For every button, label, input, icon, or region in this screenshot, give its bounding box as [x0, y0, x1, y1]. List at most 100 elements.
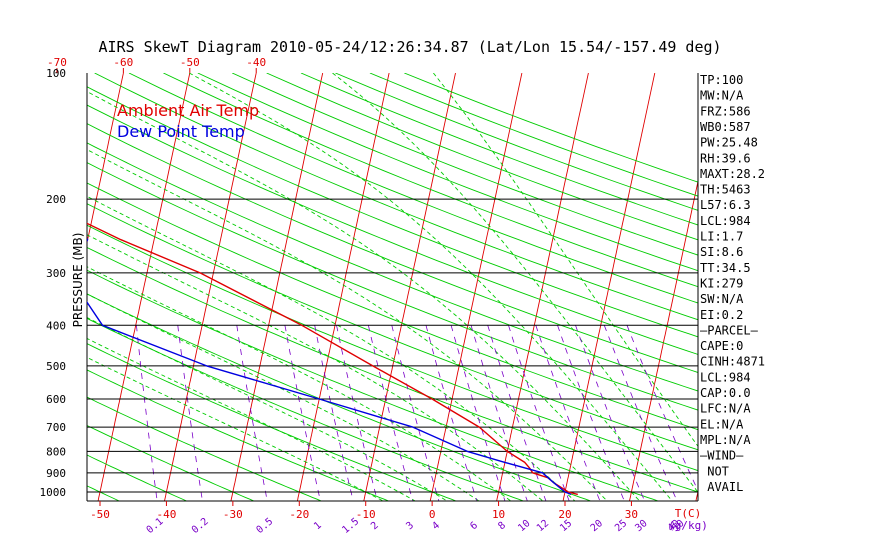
chart-title: AIRS SkewT Diagram 2010-05-24/12:26:34.8…	[98, 38, 721, 56]
mixing-ratio-tick-label: 8	[496, 520, 508, 532]
dry-adiabat-line	[87, 224, 698, 472]
y-axis-label: PRESSURE (MB)	[71, 233, 85, 328]
pressure-tick-label: 600	[46, 393, 66, 406]
index-value: CAPE:0	[700, 339, 743, 353]
top-temp-tick-label: -70	[47, 56, 67, 69]
index-value: EL:N/A	[700, 417, 744, 431]
dry-adiabat-line	[87, 485, 121, 501]
index-value: —WIND—	[700, 449, 744, 463]
pressure-tick-label: 500	[46, 360, 66, 373]
dry-adiabat-line	[87, 269, 660, 501]
mixing-ratio-line	[508, 325, 570, 501]
index-value: TH:5463	[700, 183, 751, 197]
dry-adiabat-line	[87, 86, 698, 338]
index-value: SI:8.6	[700, 245, 743, 259]
top-temp-tick-label: -60	[113, 56, 133, 69]
moist-adiabat-line	[87, 356, 385, 501]
dry-adiabat-line	[404, 73, 698, 183]
isotherm-line	[0, 73, 57, 503]
dry-adiabat-line	[87, 142, 698, 392]
index-value: EI:0.2	[700, 308, 743, 322]
dry-adiabat-line	[94, 73, 698, 321]
bottom-temp-tick-label: -50	[90, 508, 110, 521]
index-value: AVAIL	[700, 480, 743, 494]
moist-adiabat-line	[433, 73, 698, 448]
bottom-temp-tick-label: 10	[492, 508, 505, 521]
dry-adiabat-line	[300, 73, 698, 226]
mixing-ratio-tick-label: 10	[516, 518, 532, 534]
pressure-tick-label: 400	[46, 319, 66, 332]
mixing-ratio-line	[136, 325, 158, 501]
mixing-ratio-line	[284, 325, 321, 501]
bottom-temp-tick-label: -30	[223, 508, 243, 521]
dry-adiabat-line	[87, 104, 698, 355]
mixing-ratio-unit: (g/kg)	[668, 519, 708, 532]
pressure-tick-label: 200	[46, 193, 66, 206]
index-value: CINH:4871	[700, 355, 765, 369]
bottom-temp-tick-label: 20	[558, 508, 571, 521]
index-value: RH:39.6	[700, 151, 751, 165]
index-value: MW:N/A	[700, 89, 744, 103]
dry-adiabat-line	[197, 73, 698, 272]
index-value: FRZ:586	[700, 104, 751, 118]
mixing-ratio-line	[391, 325, 440, 501]
index-value: TT:34.5	[700, 261, 751, 275]
mixing-ratio-line	[314, 325, 354, 501]
mixing-ratio-tick-label: 2	[369, 520, 381, 532]
mixing-ratio-line	[425, 325, 478, 501]
index-value: L57:6.3	[700, 198, 751, 212]
mixing-ratio-tick-label: 1	[312, 520, 324, 532]
dry-adiabat-line	[87, 182, 698, 431]
bottom-temp-tick-label: -10	[356, 508, 376, 521]
dry-adiabat-line	[232, 73, 698, 256]
dry-adiabat-line	[87, 123, 698, 373]
bottom-temp-tick-label: -20	[289, 508, 309, 521]
pressure-axis: 100 200 300 400 500 600 700 800 900 1000	[40, 67, 67, 499]
top-temp-tick-label: -40	[246, 56, 266, 69]
pressure-tick-label: 900	[46, 467, 66, 480]
index-value: CAP:0.0	[700, 386, 751, 400]
legend-entry-ambient-air-temp: Ambient Air Temp	[117, 101, 259, 120]
mixing-ratio-line	[603, 325, 678, 501]
pressure-tick-label: 100	[46, 67, 66, 80]
dew-point-temp-line	[87, 237, 572, 496]
mixing-ratio-tick-label: 4	[430, 520, 442, 532]
index-value: MPL:N/A	[700, 433, 751, 447]
index-value: LI:1.7	[700, 230, 743, 244]
x-axis-label: T(C)	[675, 507, 702, 520]
mixing-ratio-tick-label: 0.5	[254, 516, 275, 536]
mixing-ratio-line	[368, 325, 414, 501]
index-value: PW:25.48	[700, 136, 758, 150]
mixing-ratio-line	[626, 325, 698, 492]
index-value: LCL:984	[700, 214, 751, 228]
top-temperature-axis: -120-110-100-90-80-70-60-50-40	[0, 56, 266, 73]
index-value: NOT	[700, 464, 729, 478]
bottom-temperature-axis: -50 -40 -30 -20 -10 0 10 20 30	[90, 501, 638, 521]
top-temp-tick-label: -50	[180, 56, 200, 69]
index-value: SW:N/A	[700, 292, 744, 306]
legend: Ambient Air Temp Dew Point Temp	[117, 101, 259, 141]
dry-adiabat-line	[128, 73, 698, 304]
index-value: KI:279	[700, 276, 743, 290]
mixing-ratio-tick-label: 0.2	[190, 516, 211, 536]
index-value: —PARCEL—	[700, 323, 759, 337]
mixing-ratio-line	[336, 325, 378, 501]
isobar-layer	[86, 73, 699, 502]
index-value: LFC:N/A	[700, 402, 751, 416]
isotherm-line	[562, 73, 656, 501]
mixing-ratio-line	[177, 325, 203, 501]
bottom-temp-tick-label: -40	[156, 508, 176, 521]
mixing-ratio-line	[236, 325, 268, 501]
mixing-ratio-tick-label: 12	[535, 518, 551, 534]
dry-adiabat-line	[87, 162, 698, 411]
pressure-tick-label: 800	[46, 445, 66, 458]
dry-adiabat-line	[87, 203, 698, 451]
bottom-temp-tick-label: 0	[429, 508, 436, 521]
mixing-ratio-line	[575, 325, 646, 501]
legend-entry-dew-point-temp: Dew Point Temp	[117, 122, 245, 141]
pressure-tick-label: 1000	[40, 486, 67, 499]
mixing-ratio-line	[557, 325, 625, 501]
pressure-tick-label: 300	[46, 267, 66, 280]
